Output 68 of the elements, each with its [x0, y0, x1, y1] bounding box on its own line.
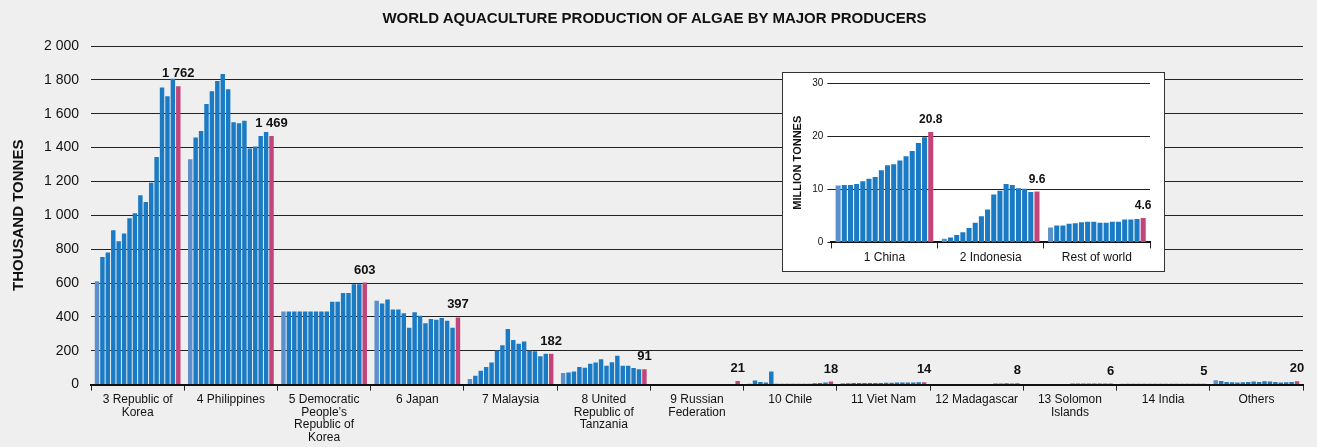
x-tick-label: 10 Chile — [768, 392, 813, 407]
data-label: 8 — [1013, 362, 1021, 378]
y-tick-label: 1 600 — [43, 104, 80, 121]
x-tick-label: 5 Democratic People’s Republic of Korea — [288, 392, 360, 445]
bar — [735, 381, 740, 385]
x-tick-label: 11 Viet Nam — [851, 392, 916, 407]
y-tick-label: 600 — [55, 273, 80, 290]
bar — [281, 311, 286, 385]
x-tick-label: 6 Japan — [395, 392, 439, 407]
data-label: 1 469 — [255, 114, 288, 130]
bar — [455, 317, 461, 385]
data-label: 1 762 — [162, 65, 195, 81]
bar — [1034, 191, 1040, 242]
data-label: 4.6 — [1134, 198, 1152, 213]
bar — [1140, 217, 1146, 242]
data-label: 20.8 — [919, 112, 943, 127]
data-label: 603 — [353, 261, 376, 277]
y-tick-label: 400 — [55, 307, 80, 324]
data-label: 5 — [1200, 362, 1208, 378]
bar — [1213, 380, 1218, 385]
bar — [362, 282, 367, 385]
x-tick-label: 8 United Republic of Tanzania — [573, 392, 635, 432]
chart-title: WORLD AQUACULTURE PRODUCTION OF ALGAE BY MAJOR PRODUCERS — [382, 9, 927, 27]
bar — [1294, 381, 1300, 385]
x-tick-label: 9 Russian Federation — [668, 392, 726, 419]
x-tick-label: 12 Madagascar — [935, 392, 1019, 407]
data-label: 397 — [447, 296, 469, 312]
y-tick-label: 20 — [812, 129, 824, 141]
x-tick-label: 7 Malaysia — [481, 392, 540, 407]
x-tick-label: 14 India — [1141, 392, 1185, 407]
x-tick-label: Others — [1238, 392, 1275, 407]
data-label: 18 — [823, 360, 839, 376]
x-tick-label: 4 Philippines — [196, 392, 265, 407]
bar — [941, 238, 947, 242]
x-tick-label: 13 Solomon Islands — [1037, 392, 1102, 419]
data-label: 6 — [1106, 362, 1115, 378]
y-tick-label: 0 — [817, 236, 824, 248]
y-tick-label: 800 — [55, 240, 80, 257]
y-tick-label: 1 400 — [43, 138, 80, 155]
data-label: 9.6 — [1028, 171, 1046, 186]
bar — [269, 135, 274, 385]
x-tick-label: 2 Indonesia — [959, 250, 1023, 265]
data-label: 21 — [730, 360, 745, 376]
data-label: 20 — [1289, 360, 1305, 376]
data-label: 182 — [540, 332, 563, 348]
x-tick-label: 3 Republic of Korea — [102, 392, 174, 419]
y-tick-label: 10 — [812, 183, 824, 195]
y-tick-label: 0 — [71, 375, 80, 392]
y-tick-label: 2 000 — [43, 36, 80, 53]
data-label: 14 — [916, 361, 933, 377]
bar — [374, 300, 379, 385]
bar — [188, 159, 193, 385]
y-tick-label: 1 800 — [43, 70, 80, 87]
y-axis-title: MILLION TONNES — [790, 115, 803, 210]
bar — [642, 369, 647, 385]
bar — [176, 86, 181, 385]
bar — [835, 185, 841, 242]
x-tick-label: 1 China — [863, 250, 906, 265]
x-tick-label: Rest of world — [1061, 250, 1132, 265]
y-tick-label: 200 — [55, 341, 80, 358]
y-tick-label: 1 000 — [43, 206, 80, 223]
y-tick-label: 30 — [812, 76, 824, 88]
bar — [1048, 227, 1054, 242]
y-tick-label: 1 200 — [43, 172, 80, 189]
bar — [928, 131, 934, 242]
data-label: 91 — [637, 348, 652, 364]
bar — [94, 281, 100, 385]
y-axis-title: THOUSAND TONNES — [9, 139, 27, 291]
